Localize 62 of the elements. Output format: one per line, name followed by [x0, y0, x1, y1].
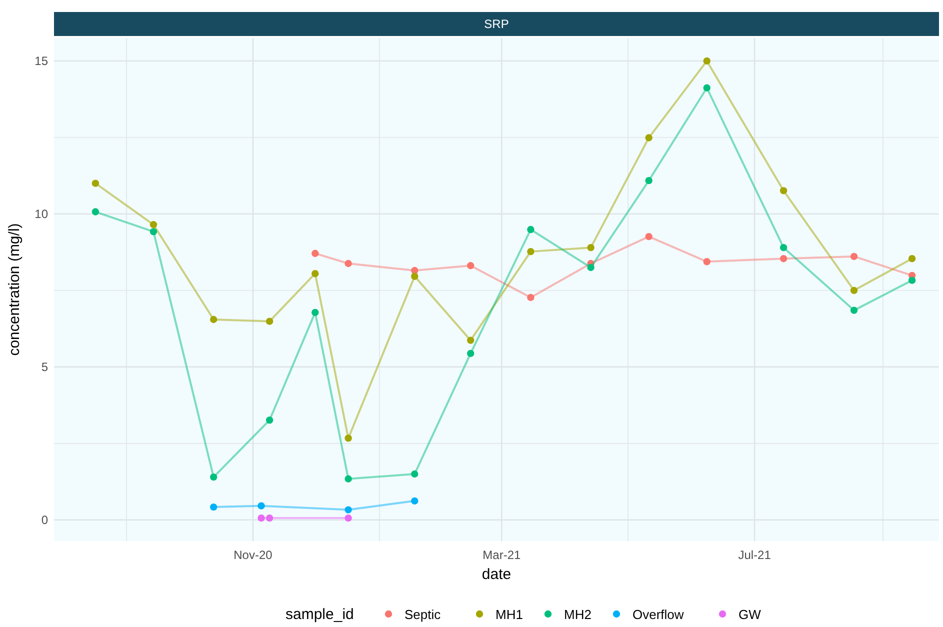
y-tick-label: 15: [34, 54, 48, 68]
point: [92, 208, 100, 216]
point: [466, 262, 474, 270]
point: [344, 260, 352, 268]
y-tick-label: 5: [41, 360, 48, 374]
point: [645, 232, 652, 240]
point: [527, 248, 534, 256]
point: [703, 57, 710, 65]
point: [587, 244, 594, 252]
point: [411, 272, 418, 280]
point: [850, 306, 858, 314]
legend-label: Septic: [404, 607, 442, 622]
point: [312, 270, 319, 278]
point: [703, 84, 710, 92]
point: [411, 470, 418, 478]
point: [645, 134, 652, 142]
point: [466, 350, 474, 358]
point: [587, 264, 594, 272]
chart-title: SRP: [484, 17, 509, 31]
point: [466, 336, 474, 344]
point: [266, 514, 274, 522]
point: [258, 502, 265, 510]
point: [344, 475, 352, 482]
x-tick-label: Mar-21: [482, 548, 522, 562]
point: [645, 176, 652, 184]
point: [266, 318, 274, 325]
point: [312, 308, 319, 316]
point: [527, 294, 534, 302]
x-tick-label: Jul-21: [738, 548, 772, 562]
point: [780, 255, 788, 262]
point: [908, 276, 916, 284]
point: [312, 250, 319, 257]
point: [344, 514, 352, 522]
point: [150, 221, 158, 228]
point: [850, 286, 858, 294]
point: [92, 180, 100, 187]
legend-label: MH2: [564, 607, 592, 622]
point: [780, 244, 788, 252]
point: [258, 514, 265, 522]
point: [344, 506, 352, 514]
point: [411, 497, 418, 505]
point: [344, 434, 352, 442]
legend-title: sample_id: [286, 606, 354, 623]
point: [210, 473, 218, 481]
point: [850, 252, 858, 260]
point: [210, 503, 218, 511]
legend-label: Overflow: [632, 607, 684, 622]
point: [780, 187, 788, 194]
point: [210, 316, 218, 324]
point: [266, 416, 274, 424]
point: [527, 226, 534, 234]
point: [411, 266, 418, 274]
y-tick-label: 0: [41, 512, 48, 527]
point: [703, 258, 710, 266]
point: [908, 255, 916, 262]
y-tick-label: 10: [34, 206, 48, 221]
y-axis-title: concentration (mg/l): [6, 223, 23, 356]
point: [150, 228, 158, 236]
x-tick-label: Nov-20: [234, 548, 273, 562]
x-axis-title: date: [482, 566, 512, 583]
legend-label: GW: [738, 607, 762, 622]
legend-label: MH1: [496, 607, 523, 622]
